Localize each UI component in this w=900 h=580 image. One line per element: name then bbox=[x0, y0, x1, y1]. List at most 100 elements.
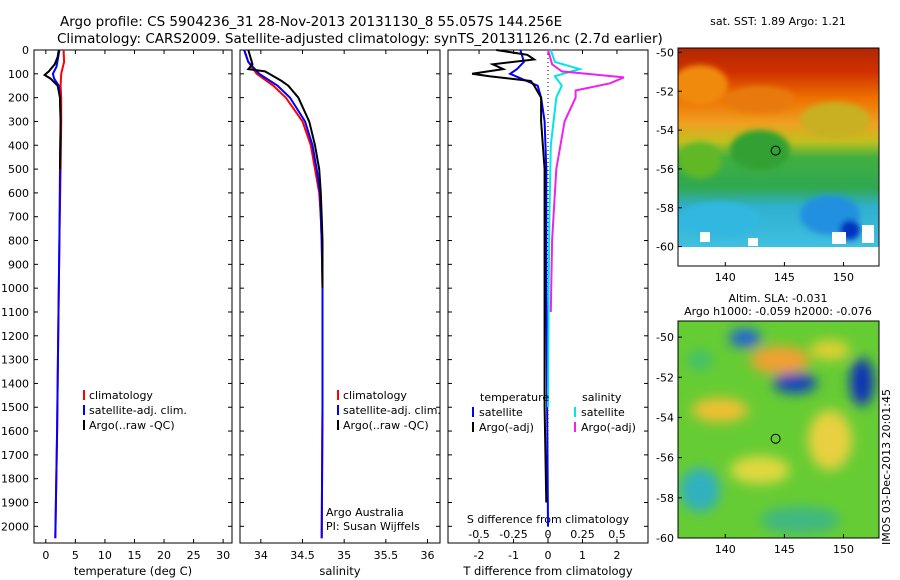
map-y-tick-label: -60 bbox=[656, 241, 674, 254]
map-y-tick-label: -54 bbox=[656, 411, 674, 424]
sst-cloud-gap bbox=[748, 238, 758, 246]
salinity-panel: 34 34.5 35 35.5 36 salinity climatology satelli… bbox=[239, 49, 441, 578]
map-y-tick-label: -58 bbox=[656, 202, 674, 215]
y-tick-label: 300 bbox=[8, 115, 29, 128]
y-tick-label: 900 bbox=[8, 258, 29, 271]
x-tick-label: 0 bbox=[545, 549, 552, 562]
x-tick-label: 34.5 bbox=[290, 549, 315, 562]
map-y-tick-label: -50 bbox=[656, 46, 674, 59]
map-y-tick-label: -52 bbox=[656, 371, 674, 384]
y-tick-label: 1100 bbox=[1, 306, 29, 319]
sla-argo-position-marker bbox=[770, 433, 781, 444]
sla-map: Altim. SLA: -0.031 Argo h1000: -0.059 h2… bbox=[656, 292, 880, 556]
legend-label: satellite-adj. clim. bbox=[89, 404, 187, 417]
map-x-tick-label: 150 bbox=[833, 271, 854, 284]
series-line bbox=[246, 49, 324, 289]
sla-low-anomaly bbox=[773, 373, 817, 393]
sla-low-anomaly bbox=[688, 350, 712, 370]
map-y-tick-label: -52 bbox=[656, 85, 674, 98]
legend-title: salinity bbox=[582, 391, 622, 404]
sst-argo-position-marker bbox=[770, 145, 781, 156]
sla-low-anomaly bbox=[850, 358, 874, 406]
legend-label: Argo(-adj) bbox=[581, 421, 636, 434]
map-x-tick-label: 145 bbox=[774, 271, 795, 284]
sla-map-frame bbox=[677, 320, 880, 539]
y-tick-label: 1400 bbox=[1, 377, 29, 390]
sst-cloud-gap bbox=[862, 225, 874, 243]
sst-warm-patch bbox=[800, 102, 870, 138]
x-tick-label: 1 bbox=[579, 549, 586, 562]
x-tick-label: -2 bbox=[474, 549, 485, 562]
top-tick-label: 0.5 bbox=[608, 528, 626, 541]
sst-map-title: sat. SST: 1.89 Argo: 1.21 bbox=[710, 15, 846, 28]
sla-map-subtitle: Argo h1000: -0.059 h2000: -0.076 bbox=[684, 305, 872, 318]
x-tick-label: 35.5 bbox=[374, 549, 399, 562]
annotation-text: PI: Susan Wijffels bbox=[326, 520, 420, 533]
sla-low-anomaly bbox=[680, 468, 720, 512]
x-tick-label: 30 bbox=[216, 549, 230, 562]
x-axis-label: salinity bbox=[319, 564, 360, 578]
y-tick-label: 1700 bbox=[1, 449, 29, 462]
x-tick-label: -1 bbox=[508, 549, 519, 562]
x-tick-label: 15 bbox=[127, 549, 141, 562]
legend-label: Argo(..raw -QC) bbox=[89, 419, 175, 432]
x-tick-label: 2 bbox=[613, 549, 620, 562]
y-tick-label: 1800 bbox=[1, 473, 29, 486]
title-line2: Climatology: CARS2009. Satellite-adjuste… bbox=[57, 31, 663, 47]
y-tick-label: 1600 bbox=[1, 425, 29, 438]
sst-cool-patch bbox=[730, 130, 790, 170]
annotation-text: Argo Australia bbox=[326, 506, 404, 519]
sst-warm-patch bbox=[678, 65, 728, 105]
x-tick-label: 36 bbox=[421, 549, 435, 562]
series-line bbox=[243, 49, 324, 539]
map-x-tick-label: 145 bbox=[774, 543, 795, 556]
y-tick-label: 100 bbox=[8, 68, 29, 81]
y-tick-label: 600 bbox=[8, 187, 29, 200]
y-tick-label: 500 bbox=[8, 163, 29, 176]
sla-map-title: Altim. SLA: -0.031 bbox=[728, 292, 827, 305]
legend-label: satellite-adj. clim. bbox=[343, 404, 441, 417]
sst-map-frame bbox=[677, 47, 880, 267]
y-tick-label: 400 bbox=[8, 139, 29, 152]
map-y-tick-label: -54 bbox=[656, 124, 674, 137]
sst-map: sat. SST: 1.89 Argo: 1.21 140 145 150 -50 -5… bbox=[656, 15, 880, 284]
temperature-panel: 0100200300400500600700800900100011001200… bbox=[1, 44, 233, 578]
x-tick-label: 5 bbox=[72, 549, 79, 562]
sst-warm-patch bbox=[725, 86, 795, 114]
sla-high-anomaly bbox=[808, 410, 852, 470]
map-y-tick-label: -60 bbox=[656, 532, 674, 545]
x-tick-label: 35 bbox=[337, 549, 351, 562]
top-tick-label: -0.5 bbox=[468, 528, 489, 541]
top-tick-label: 0.25 bbox=[570, 528, 595, 541]
y-tick-label: 1000 bbox=[1, 282, 29, 295]
sst-cloud-gap bbox=[832, 232, 846, 244]
map-x-tick-label: 150 bbox=[833, 543, 854, 556]
series-line bbox=[243, 49, 324, 539]
title-line1: Argo profile: CS 5904236_31 28-Nov-2013 … bbox=[60, 14, 562, 30]
y-tick-label: 700 bbox=[8, 211, 29, 224]
legend-label: climatology bbox=[343, 389, 407, 402]
x-tick-label: 34 bbox=[254, 549, 268, 562]
x-axis-label: temperature (deg C) bbox=[74, 564, 192, 578]
plot-frame bbox=[33, 49, 233, 544]
sst-cool-patch bbox=[678, 142, 722, 178]
x-axis-label: T difference from climatology bbox=[462, 564, 633, 578]
map-x-tick-label: 140 bbox=[715, 271, 736, 284]
sst-cold-patch bbox=[680, 202, 760, 238]
y-tick-label: 1900 bbox=[1, 497, 29, 510]
legend-label: Argo(..raw -QC) bbox=[343, 419, 429, 432]
series-line bbox=[51, 49, 62, 539]
series-line bbox=[547, 49, 625, 313]
sla-low-anomaly bbox=[729, 329, 761, 347]
top-tick-label: 0 bbox=[545, 528, 552, 541]
legend-label: satellite bbox=[581, 406, 625, 419]
top-tick-label: -0.25 bbox=[499, 528, 527, 541]
y-tick-label: 800 bbox=[8, 235, 29, 248]
sla-high-anomaly bbox=[692, 398, 748, 422]
y-tick-label: 1500 bbox=[1, 401, 29, 414]
series-line bbox=[471, 49, 548, 503]
series-line bbox=[508, 49, 549, 527]
legend-label: climatology bbox=[89, 389, 153, 402]
x-tick-label: 25 bbox=[187, 549, 201, 562]
